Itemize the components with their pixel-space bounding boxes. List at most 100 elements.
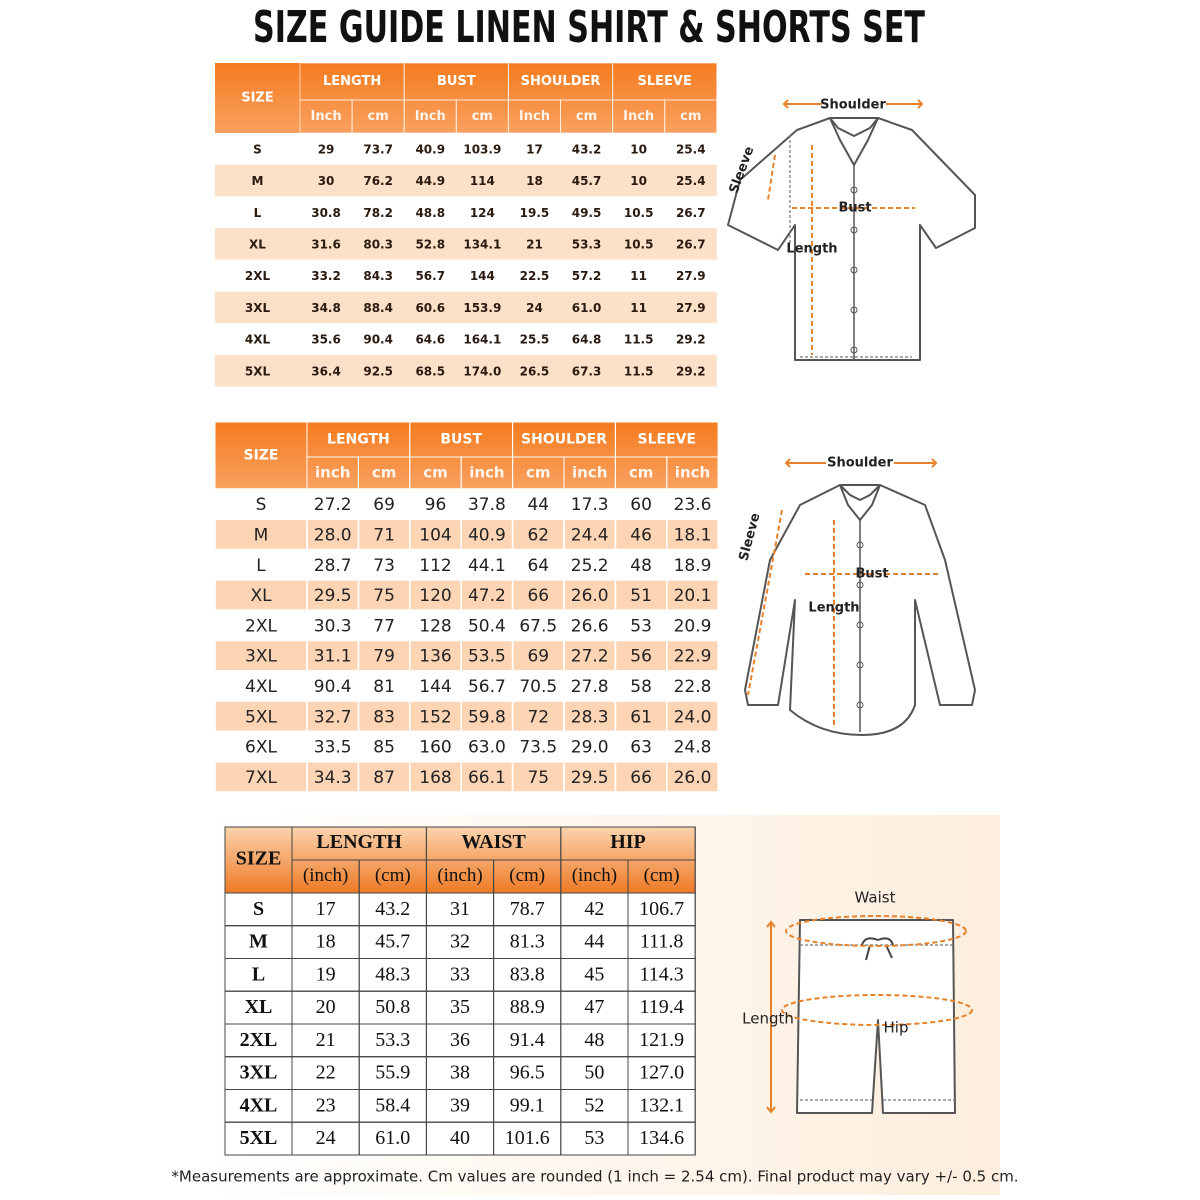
unit-header: inch — [469, 464, 504, 482]
measurement: 67.3 — [572, 364, 602, 378]
group-header: SHOULDER — [521, 74, 601, 89]
unit-header: cm — [629, 464, 654, 482]
size-label: 6XL — [245, 738, 277, 758]
table-row — [215, 323, 717, 355]
measurement: 25.4 — [676, 142, 706, 156]
size-label: 3XL — [240, 1062, 278, 1084]
unit-header: (cm) — [375, 865, 411, 886]
length-label: Length — [808, 601, 859, 616]
measurement: 134.6 — [639, 1127, 684, 1149]
measurement: 47 — [584, 996, 604, 1018]
measurement: 64 — [527, 556, 549, 576]
table-row — [224, 892, 696, 927]
measurement: 81.3 — [510, 931, 545, 953]
group-header: WAIST — [461, 831, 526, 853]
measurement: 50.4 — [468, 616, 506, 636]
size-label: 2XL — [245, 616, 277, 636]
measurement: 73 — [373, 556, 395, 576]
measurement: 168 — [419, 768, 451, 788]
measurement: 104 — [419, 525, 451, 545]
waist-label: Waist — [855, 889, 896, 907]
measurement: 96.5 — [510, 1062, 545, 1084]
measurement: 88.4 — [363, 301, 393, 315]
measurement: 26.5 — [520, 364, 550, 378]
measurement: 27.2 — [571, 647, 609, 667]
measurement: 83 — [373, 707, 395, 727]
size-label: 4XL — [240, 1094, 278, 1116]
measurement: 66 — [527, 586, 549, 606]
measurement: 28.3 — [571, 707, 609, 727]
measurement: 64.8 — [572, 333, 602, 347]
measurement: 47.2 — [468, 586, 506, 606]
measurement: 43.2 — [375, 898, 410, 920]
size-label: S — [256, 495, 267, 515]
measurement: 30.3 — [314, 616, 352, 636]
measurement: 114.3 — [639, 963, 683, 985]
measurement: 26.0 — [571, 586, 609, 606]
measurement: 85 — [373, 738, 395, 758]
short-sleeve-shirt-diagram: Shoulder Sleeve Bust Length — [727, 98, 976, 361]
measurement: 132.1 — [639, 1094, 684, 1116]
measurement: 80.3 — [363, 237, 393, 251]
table-header-bg — [214, 421, 719, 490]
measurement: 19 — [316, 963, 336, 985]
measurement: 73.7 — [363, 142, 393, 156]
size-label: M — [254, 525, 269, 545]
size-header: SIZE — [243, 448, 278, 464]
measurement: 22 — [316, 1062, 336, 1084]
size-label: 2XL — [240, 1029, 278, 1051]
table-row — [224, 958, 696, 992]
measurement: 69 — [527, 647, 549, 667]
measurement: 103.9 — [463, 142, 501, 156]
measurement: 50 — [584, 1062, 604, 1084]
measurement: 90.4 — [363, 333, 393, 347]
measurement: 44 — [584, 931, 604, 953]
measurement: 42 — [584, 898, 604, 920]
measurement: 26.0 — [674, 768, 712, 788]
measurement: 58.4 — [375, 1094, 410, 1116]
measurement: 152 — [419, 707, 451, 727]
measurement: 35.6 — [311, 333, 341, 347]
measurement: 99.1 — [510, 1094, 545, 1116]
unit-header: cm — [368, 109, 389, 124]
size-label: 5XL — [240, 1127, 278, 1149]
unit-header: Inch — [311, 109, 342, 124]
measurement: 20.9 — [674, 616, 712, 636]
unit-header: (inch) — [572, 865, 617, 886]
unit-header: cm — [472, 109, 493, 124]
table-row — [224, 1023, 696, 1058]
size-label: 2XL — [245, 269, 271, 283]
measurement: 38 — [450, 1062, 470, 1084]
measurement: 25.2 — [571, 556, 609, 576]
footnote: *Measurements are approximate. Cm values… — [171, 1168, 1018, 1186]
measurement: 84.3 — [363, 269, 393, 283]
measurement: 45 — [584, 963, 604, 985]
table-row — [215, 228, 717, 260]
measurement: 22.9 — [674, 647, 712, 667]
group-header: SLEEVE — [638, 432, 697, 448]
measurement: 174.0 — [463, 364, 501, 378]
size-label: 3XL — [245, 647, 277, 667]
measurement: 10.5 — [624, 206, 654, 220]
measurement: 96 — [425, 495, 447, 515]
measurement: 79 — [373, 647, 395, 667]
measurement: 21 — [316, 1029, 336, 1051]
measurement: 34.3 — [314, 768, 352, 788]
measurement: 46 — [630, 525, 652, 545]
measurement: 24.0 — [674, 707, 712, 727]
measurement: 67.5 — [519, 616, 557, 636]
measurement: 17 — [526, 142, 543, 156]
measurement: 128 — [419, 616, 451, 636]
measurement: 37.8 — [468, 495, 506, 515]
measurement: 57.2 — [572, 269, 602, 283]
size-label: L — [256, 556, 266, 576]
measurement: 20.1 — [674, 586, 712, 606]
unit-header: cm — [576, 109, 597, 124]
measurement: 72 — [527, 707, 549, 727]
length-label: Length — [742, 1010, 794, 1028]
measurement: 61.0 — [572, 301, 602, 315]
measurement: 33 — [450, 963, 470, 985]
unit-header: cm — [680, 109, 701, 124]
measurement: 144 — [470, 269, 495, 283]
group-header: HIP — [610, 831, 646, 853]
